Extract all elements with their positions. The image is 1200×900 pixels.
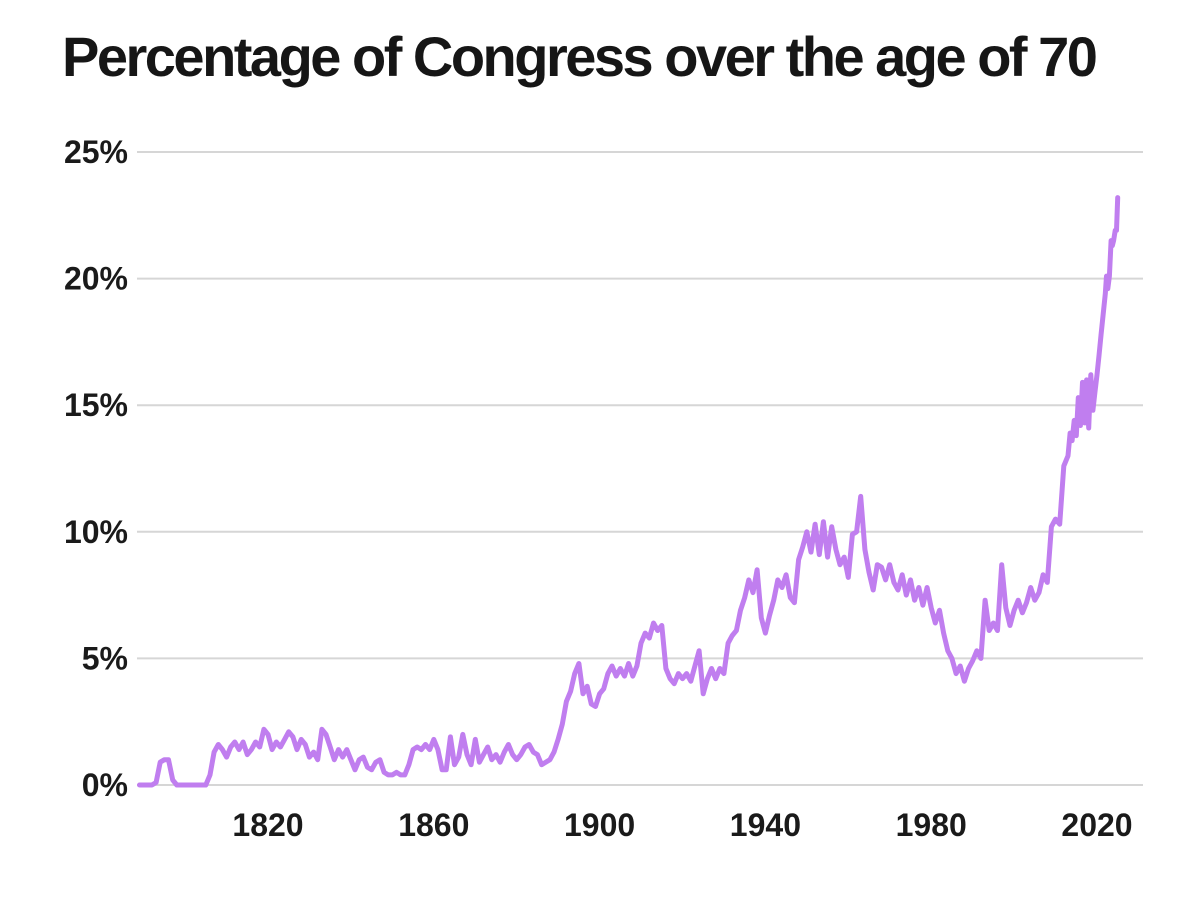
x-axis-tick-label: 1980	[896, 807, 967, 843]
x-axis-tick-label: 1860	[398, 807, 469, 843]
y-axis-tick-label: 10%	[64, 514, 128, 550]
y-axis-tick-label: 5%	[82, 640, 128, 676]
y-axis-tick-label: 25%	[64, 134, 128, 170]
x-axis-tick-label: 1940	[730, 807, 801, 843]
chart-title: Percentage of Congress over the age of 7…	[62, 25, 1098, 88]
x-axis-tick-label: 2020	[1061, 807, 1132, 843]
x-axis-tick-label: 1900	[564, 807, 635, 843]
x-axis-tick-label: 1820	[232, 807, 303, 843]
y-axis-tick-label: 0%	[82, 767, 128, 803]
y-axis-tick-label: 15%	[64, 387, 128, 423]
data-line-series	[137, 195, 1121, 788]
y-axis-tick-label: 20%	[64, 261, 128, 297]
